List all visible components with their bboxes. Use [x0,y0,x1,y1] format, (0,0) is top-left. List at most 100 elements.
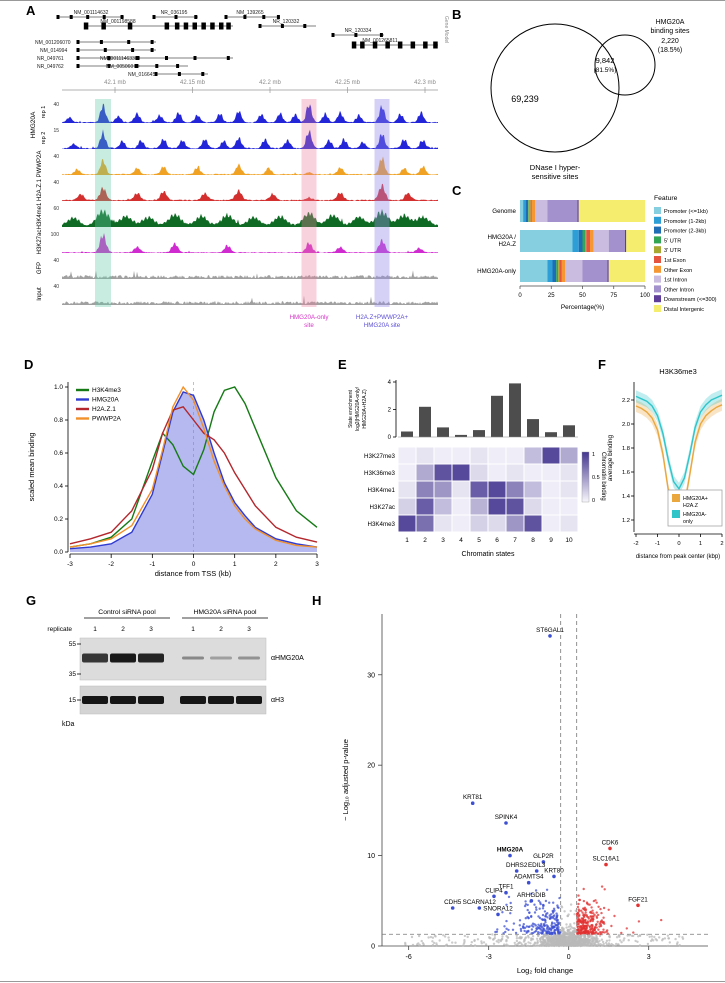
bar-segment [582,230,585,252]
venn-big-count: 69,239 [511,94,539,104]
heatmap-cell [433,463,453,482]
gene-point-ARHGDIB [529,899,534,903]
venn-overlap-pct: (81.5%) [594,67,617,74]
data-point [507,895,511,899]
bar-segment [520,200,524,222]
data-point [557,940,560,943]
lane-number: 2 [121,626,125,633]
y-tick-label: 0.4 [54,483,63,490]
bar-segment [556,260,559,282]
state-bar [401,431,413,437]
panel-a-label: A [26,3,36,18]
data-point [422,943,425,946]
data-point [543,939,546,942]
data-point [556,924,559,927]
h3k36me3-profile-panel: H3K36me3 1.2 1.4 1.6 1.8 2.0 2.2 -2 -1 0 1 2 average… [607,367,724,560]
venn-big-label: sensitive sites [532,172,579,181]
data-point [511,928,515,931]
data-point [552,907,556,910]
data-point [595,911,598,914]
data-point [582,921,585,924]
data-point [585,914,588,917]
lane-number: 1 [191,626,195,633]
bar-segment [625,230,627,252]
x-tick-label: 0 [518,293,522,299]
data-point [420,939,423,943]
data-point [576,905,580,909]
heatmap-cell [559,480,579,499]
bar-segment [626,230,645,252]
track-signal-h3k4me1 [62,209,438,227]
data-point [514,943,517,947]
track-scale-hmg20a-rep2: 15 [53,128,59,134]
state-bar [509,383,521,437]
heatmap-colorbar [581,451,590,503]
data-point [667,937,671,940]
data-point [550,924,553,927]
heatmap-cell [469,497,489,516]
data-point [583,935,587,939]
data-point [634,939,637,943]
venn-big-circle [490,23,620,153]
track-group-label: H3K27ac [37,230,43,255]
x-axis-label: distance from TSS (kb) [155,569,232,578]
data-point [602,906,606,910]
data-point [545,888,549,891]
exon-box [155,64,159,68]
exon-box [360,41,365,49]
heatmap-col-label: 10 [565,537,573,544]
gene-point-DHRS2 [514,869,519,873]
data-point [534,942,537,945]
data-point [533,903,536,906]
track-signal-pwwp2a [62,156,438,175]
colorbar-tick-label: 0.5 [592,475,600,481]
data-point [599,923,602,926]
transcript-label: NM_001114633 [100,56,135,62]
exon-box [201,72,205,76]
data-point [505,903,508,906]
data-point [584,928,588,931]
data-point [567,925,571,928]
data-point [602,916,605,919]
data-point [607,908,610,911]
heatmap-cell [541,497,561,516]
data-point [589,915,592,918]
y-tick-label: 1.6 [622,470,630,476]
data-point [473,944,477,947]
gene-point-CDH5 [450,906,455,910]
exon-box [176,64,180,68]
heatmap-cell [487,497,507,516]
gene-label-SLC16A1: SLC16A1 [593,856,620,863]
data-point [518,924,521,927]
legend-item-label: H2A.Z [683,503,699,509]
data-point [515,937,519,940]
data-point [476,938,480,941]
track-signal-input [62,295,438,305]
exon-box [397,41,403,49]
data-point [502,932,505,935]
data-point [587,930,590,933]
blot1-band [110,653,136,663]
heatmap-cell [487,480,507,499]
data-point [604,941,608,944]
data-point [533,911,537,914]
exon-box [276,15,280,19]
data-point [666,944,670,948]
data-point [518,936,521,940]
data-point [569,903,573,906]
data-point [574,938,577,941]
bar-segment [565,260,583,282]
data-point [587,916,590,919]
data-point [676,941,679,944]
data-point [572,941,575,945]
exon-box [379,33,383,37]
legend-swatch [654,236,661,244]
bar-segment [558,260,560,282]
x-tick-label: 0 [192,561,196,568]
ruler-label: 42.25 mb [335,80,361,86]
transcript-label: NR_120334 [345,28,372,34]
series-line-H2A.Z.1 [69,405,318,545]
data-point [463,939,466,942]
exon-box [56,15,60,19]
exon-box [120,15,124,19]
